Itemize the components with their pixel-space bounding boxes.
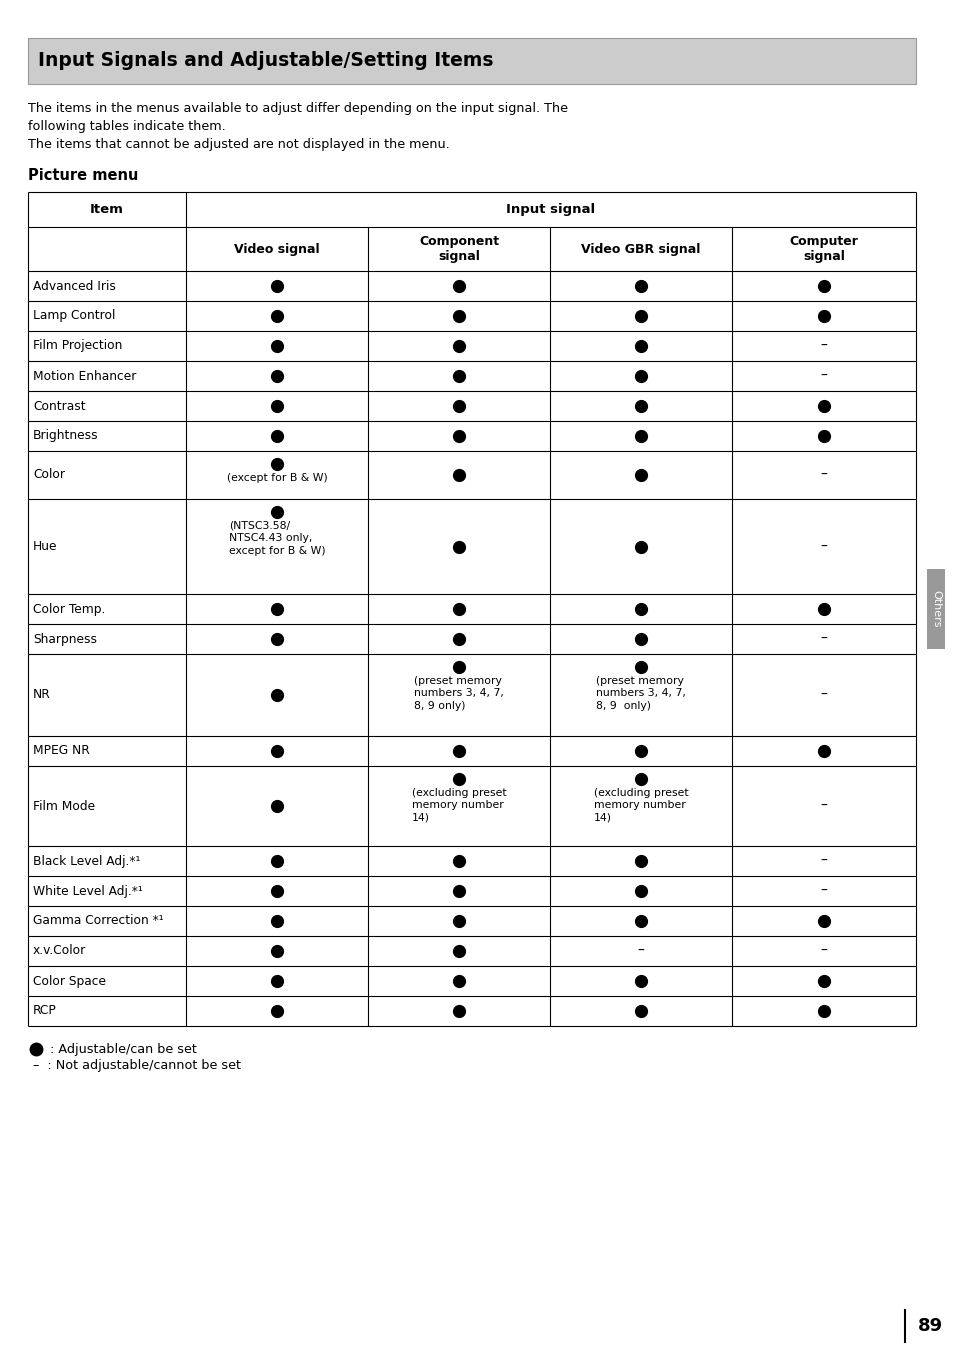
Text: –: – bbox=[820, 369, 826, 383]
Text: (excluding preset
memory number
14): (excluding preset memory number 14) bbox=[412, 788, 506, 823]
Text: Item: Item bbox=[90, 203, 124, 216]
Text: Input Signals and Adjustable/Setting Items: Input Signals and Adjustable/Setting Ite… bbox=[38, 51, 493, 70]
Text: Video GBR signal: Video GBR signal bbox=[580, 242, 700, 256]
Text: (NTSC3.58/
NTSC4.43 only,
except for B & W): (NTSC3.58/ NTSC4.43 only, except for B &… bbox=[229, 521, 325, 556]
Text: –: – bbox=[820, 631, 826, 646]
Text: following tables indicate them.: following tables indicate them. bbox=[28, 120, 226, 132]
Text: –: – bbox=[637, 944, 644, 959]
Text: Black Level Adj.*¹: Black Level Adj.*¹ bbox=[33, 854, 140, 868]
Text: White Level Adj.*¹: White Level Adj.*¹ bbox=[33, 884, 143, 898]
Text: (preset memory
numbers 3, 4, 7,
8, 9 only): (preset memory numbers 3, 4, 7, 8, 9 onl… bbox=[414, 676, 503, 711]
Text: NR: NR bbox=[33, 688, 51, 702]
Text: Sharpness: Sharpness bbox=[33, 633, 97, 645]
Text: Picture menu: Picture menu bbox=[28, 168, 138, 183]
Text: The items that cannot be adjusted are not displayed in the menu.: The items that cannot be adjusted are no… bbox=[28, 138, 449, 151]
Text: –: – bbox=[820, 468, 826, 483]
Text: The items in the menus available to adjust differ depending on the input signal.: The items in the menus available to adju… bbox=[28, 101, 567, 115]
Text: (excluding preset
memory number
14): (excluding preset memory number 14) bbox=[593, 788, 688, 823]
Text: –  : Not adjustable/cannot be set: – : Not adjustable/cannot be set bbox=[33, 1060, 241, 1072]
Text: –: – bbox=[820, 688, 826, 702]
Text: Film Projection: Film Projection bbox=[33, 339, 122, 353]
Bar bbox=[28, 38, 915, 84]
Text: –: – bbox=[820, 884, 826, 898]
Text: Film Mode: Film Mode bbox=[33, 799, 95, 813]
Text: RCP: RCP bbox=[33, 1005, 56, 1018]
Text: (preset memory
numbers 3, 4, 7,
8, 9  only): (preset memory numbers 3, 4, 7, 8, 9 onl… bbox=[596, 676, 685, 711]
Text: –: – bbox=[820, 854, 826, 868]
Text: –: – bbox=[820, 539, 826, 553]
Text: Color Space: Color Space bbox=[33, 975, 106, 987]
Text: Contrast: Contrast bbox=[33, 399, 86, 412]
Text: x.v.Color: x.v.Color bbox=[33, 945, 86, 957]
Text: (except for B & W): (except for B & W) bbox=[227, 473, 327, 483]
Text: Input signal: Input signal bbox=[506, 203, 595, 216]
Text: Lamp Control: Lamp Control bbox=[33, 310, 115, 323]
Text: Advanced Iris: Advanced Iris bbox=[33, 280, 115, 292]
Text: : Adjustable/can be set: : Adjustable/can be set bbox=[50, 1042, 196, 1056]
Text: Others: Others bbox=[930, 591, 940, 627]
Text: Component
signal: Component signal bbox=[418, 235, 498, 264]
Text: –: – bbox=[820, 799, 826, 813]
Text: Hue: Hue bbox=[33, 539, 57, 553]
Text: Color Temp.: Color Temp. bbox=[33, 603, 105, 615]
Text: Color: Color bbox=[33, 469, 65, 481]
Bar bbox=[926, 569, 944, 649]
Text: Gamma Correction *¹: Gamma Correction *¹ bbox=[33, 914, 164, 927]
Text: Video signal: Video signal bbox=[233, 242, 319, 256]
Text: 89: 89 bbox=[917, 1317, 942, 1334]
Text: –: – bbox=[820, 944, 826, 959]
Text: Computer
signal: Computer signal bbox=[789, 235, 858, 264]
Text: Motion Enhancer: Motion Enhancer bbox=[33, 369, 136, 383]
Text: MPEG NR: MPEG NR bbox=[33, 745, 90, 757]
Text: –: – bbox=[820, 339, 826, 353]
Text: Brightness: Brightness bbox=[33, 430, 98, 442]
